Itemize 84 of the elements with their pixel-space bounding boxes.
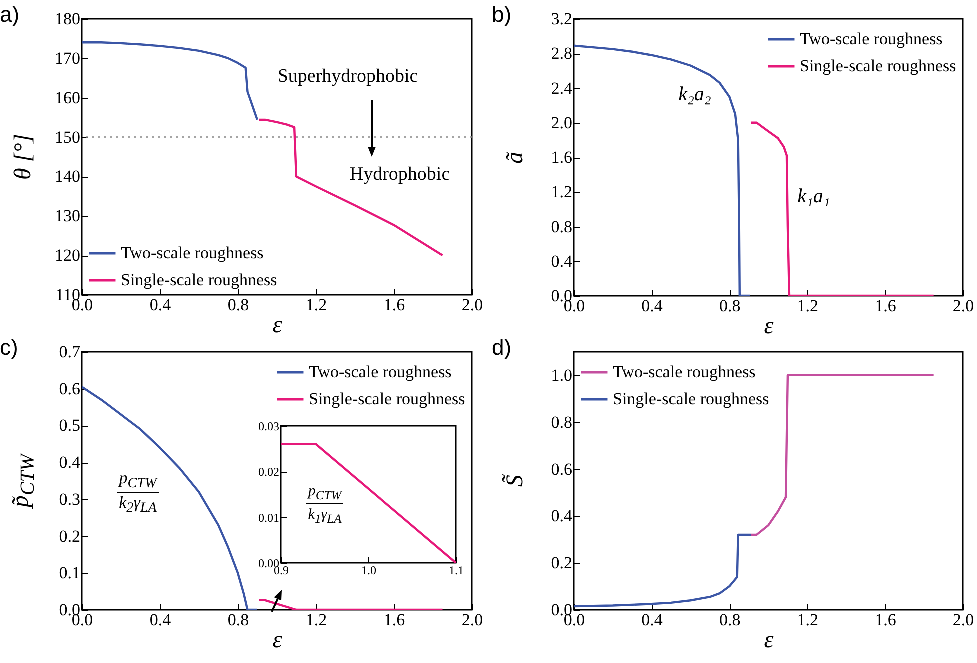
annotation: p$_{CTW}$ bbox=[306, 484, 344, 504]
y-tick-label: 0.3 bbox=[59, 490, 80, 509]
x-tick-label: 1.1 bbox=[449, 564, 464, 578]
line-series bbox=[574, 534, 752, 608]
line-series bbox=[574, 44, 752, 296]
x-tick-label: 1.2 bbox=[797, 296, 819, 316]
line-series bbox=[750, 122, 935, 296]
annotation: k$_{1}$γ$_{LA}$ bbox=[308, 507, 342, 527]
y-tick-label: 150 bbox=[55, 128, 80, 147]
legend-label: Two-scale roughness bbox=[309, 362, 452, 382]
y-tick-label: 0.6 bbox=[59, 379, 80, 398]
y-tick-label: 180 bbox=[55, 10, 80, 28]
x-tick-label: 2.0 bbox=[952, 610, 974, 630]
annotation: k$_{2}$γ$_{LA}$ bbox=[119, 492, 157, 518]
x-axis-title: ε bbox=[272, 312, 283, 338]
chart-title: d) bbox=[492, 335, 512, 361]
y-tick-label: 0.7 bbox=[59, 342, 81, 362]
y-tick-label: 0.5 bbox=[59, 416, 80, 436]
x-tick-label: 0.8 bbox=[719, 296, 741, 316]
x-tick-label: 0.4 bbox=[642, 296, 664, 316]
y-tick-label: 0.03 bbox=[258, 420, 280, 434]
y-axis-title: ã bbox=[502, 152, 530, 164]
legend-label: Single-scale roughness bbox=[121, 270, 278, 290]
legend-label: Two-scale roughness bbox=[121, 244, 264, 262]
y-tick-label: 0.2 bbox=[551, 554, 572, 573]
line-series bbox=[82, 42, 259, 122]
y-tick-label: 0.8 bbox=[551, 412, 572, 432]
x-tick-label: 1.6 bbox=[875, 610, 896, 630]
y-tick-label: 0.01 bbox=[258, 510, 280, 525]
y-axis-title: θ [°] bbox=[10, 134, 38, 180]
x-tick-label: 1.0 bbox=[362, 564, 376, 578]
x-tick-label: 2.0 bbox=[952, 296, 974, 316]
y-tick-label: 0.6 bbox=[551, 460, 572, 479]
legend-label: Two-scale roughness bbox=[800, 30, 943, 48]
x-tick-label: 1.6 bbox=[384, 610, 406, 630]
x-tick-label: 1.2 bbox=[306, 610, 328, 630]
chart-title: a) bbox=[0, 2, 20, 28]
y-tick-label: 160 bbox=[55, 88, 80, 108]
annotation: Hydrophobic bbox=[350, 164, 450, 186]
x-axis-title: ε bbox=[764, 628, 774, 654]
y-tick-label: 120 bbox=[55, 246, 80, 266]
y-tick-label: 0.4 bbox=[59, 453, 81, 472]
y-tick-label: 140 bbox=[55, 167, 80, 186]
y-tick-label: 1.0 bbox=[551, 366, 572, 385]
annotation: p$_{CTW}$ bbox=[117, 468, 159, 494]
chart-title: b) bbox=[492, 2, 512, 28]
y-tick-label: 0.4 bbox=[551, 252, 573, 271]
y-tick-label: 0.8 bbox=[551, 217, 572, 236]
legend-label: Single-scale roughness bbox=[800, 56, 956, 76]
x-tick-label: 1.6 bbox=[875, 296, 896, 316]
y-tick-label: 170 bbox=[55, 48, 80, 68]
legend-label: Single-scale roughness bbox=[613, 390, 770, 408]
annotation: k₂a₂ bbox=[678, 84, 712, 106]
x-tick-label: 1.6 bbox=[384, 296, 406, 314]
x-tick-label: 2.0 bbox=[462, 610, 484, 630]
y-tick-label: 0.02 bbox=[258, 465, 280, 480]
y-tick-label: 130 bbox=[55, 206, 80, 226]
x-axis-title: ε bbox=[764, 314, 774, 340]
legend-label: Single-scale roughness bbox=[309, 390, 466, 408]
x-tick-label: 0.8 bbox=[719, 610, 741, 630]
x-tick-label: 0.8 bbox=[228, 296, 250, 314]
y-tick-label: 0.2 bbox=[59, 526, 80, 546]
y-axis-title: S̃ bbox=[502, 475, 530, 487]
legend-label: Two-scale roughness bbox=[613, 362, 756, 382]
y-tick-label: 0.4 bbox=[551, 506, 573, 526]
x-axis-title: ε bbox=[272, 628, 283, 654]
y-tick-label: 3.2 bbox=[551, 10, 572, 28]
x-tick-label: 0.8 bbox=[228, 610, 250, 630]
y-tick-label: 2.4 bbox=[551, 78, 573, 98]
x-tick-label: 0.4 bbox=[150, 610, 172, 630]
x-tick-label: 1.2 bbox=[306, 296, 328, 314]
y-tick-label: 0.1 bbox=[59, 564, 80, 583]
y-tick-label: 1.6 bbox=[551, 148, 572, 167]
y-tick-label: 1.2 bbox=[551, 182, 572, 202]
x-tick-label: 2.0 bbox=[462, 296, 484, 314]
line-series bbox=[82, 386, 259, 610]
x-tick-label: 0.4 bbox=[642, 610, 664, 630]
annotation: Superhydrophobic bbox=[278, 66, 418, 88]
y-tick-label: 2.0 bbox=[551, 113, 572, 132]
x-tick-label: 1.2 bbox=[797, 610, 819, 630]
x-tick-label: 0.4 bbox=[150, 296, 172, 314]
chart-title: c) bbox=[0, 335, 18, 361]
annotation: k₁a₁ bbox=[798, 186, 830, 208]
y-tick-label: 2.8 bbox=[551, 44, 572, 64]
